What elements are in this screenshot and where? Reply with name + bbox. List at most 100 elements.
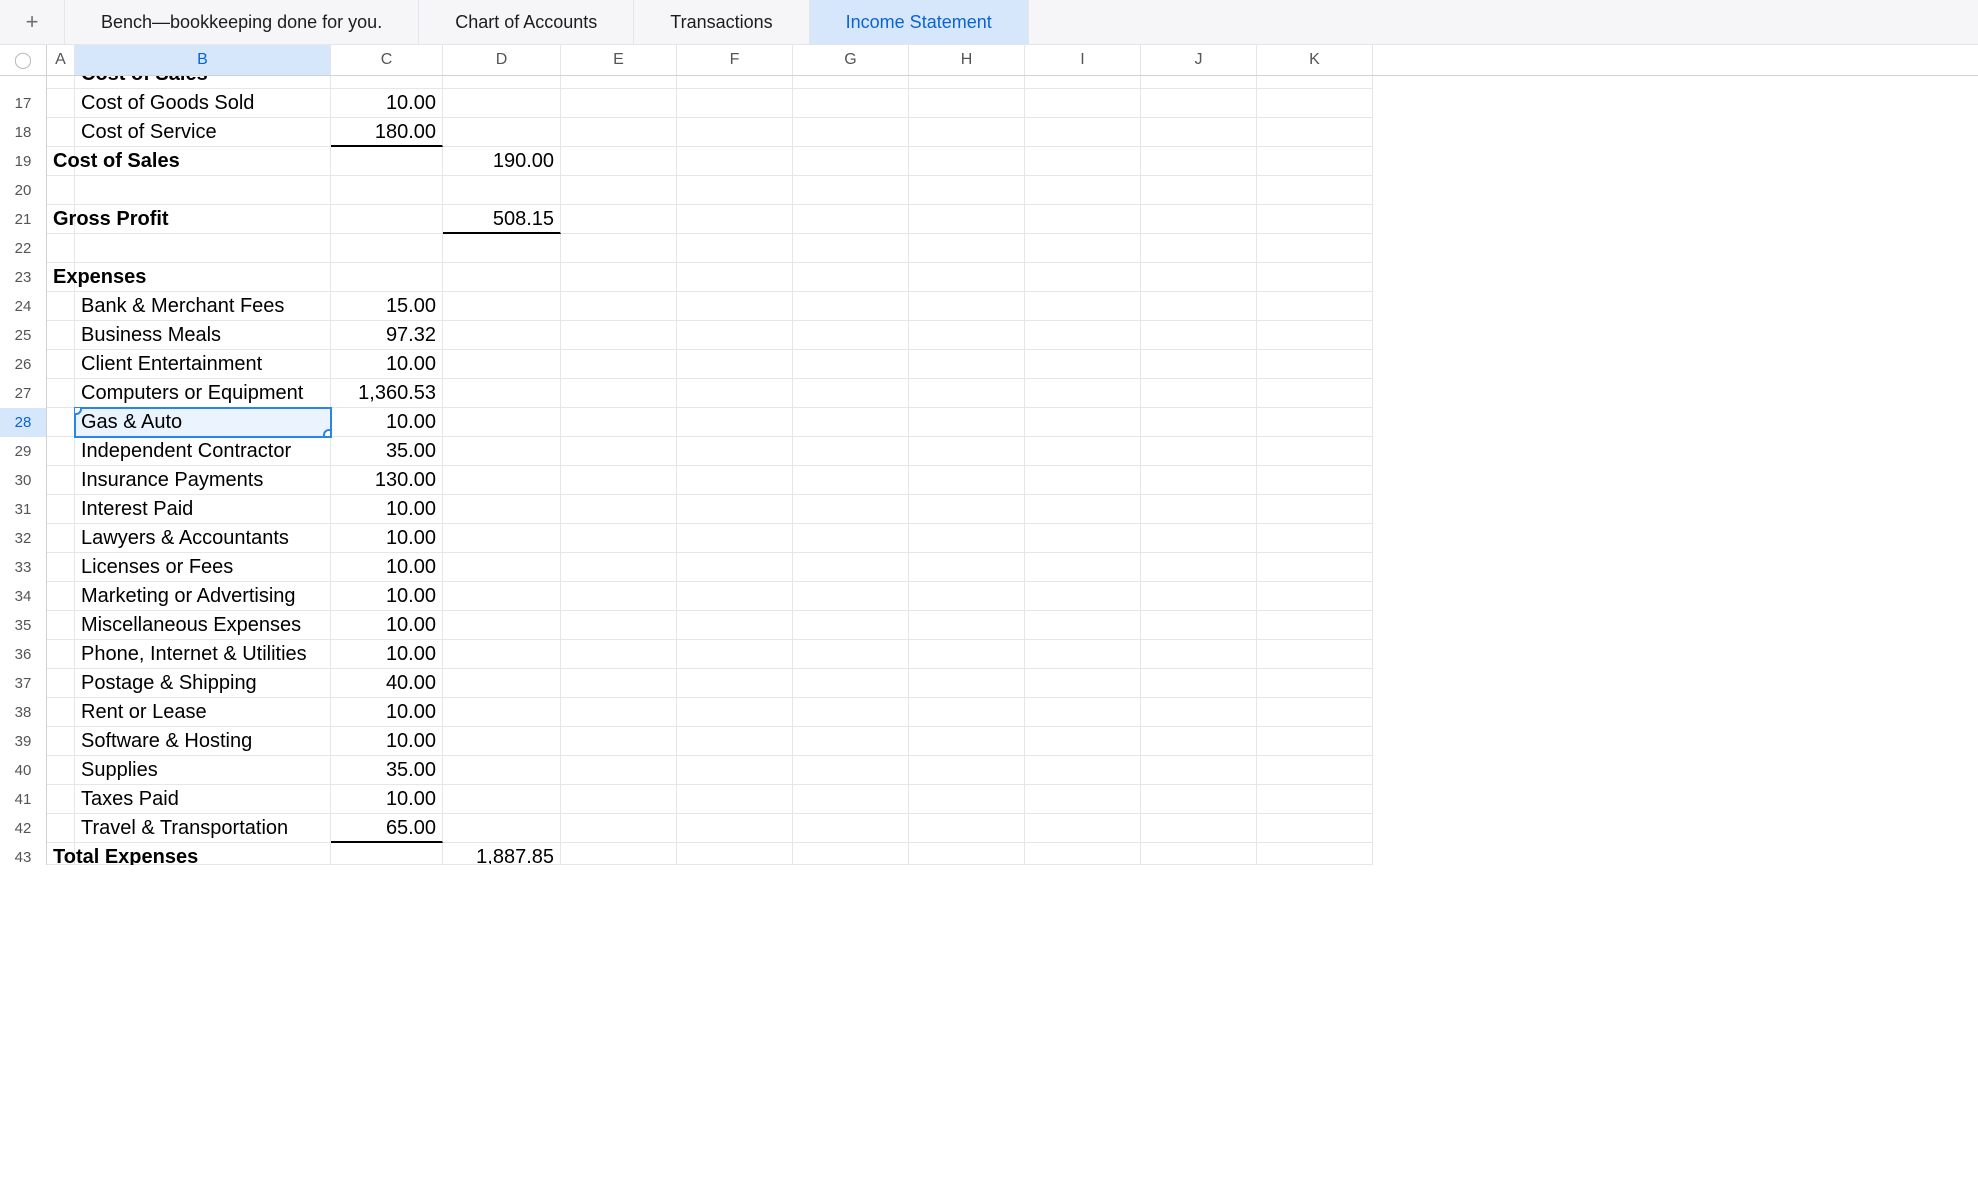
cell[interactable] <box>1141 76 1257 89</box>
cell[interactable] <box>677 205 793 234</box>
cell[interactable] <box>793 176 909 205</box>
cell[interactable] <box>677 756 793 785</box>
cell[interactable] <box>561 350 677 379</box>
cell[interactable] <box>47 408 75 437</box>
cell[interactable] <box>793 263 909 292</box>
cell[interactable] <box>443 76 561 89</box>
cell[interactable] <box>443 611 561 640</box>
cell[interactable] <box>1257 814 1373 843</box>
cell[interactable] <box>909 292 1025 321</box>
cell[interactable]: 190.00 <box>443 147 561 176</box>
cell[interactable] <box>677 553 793 582</box>
cell[interactable] <box>677 76 793 89</box>
table-row[interactable]: 23Expenses <box>0 263 1978 292</box>
cell[interactable] <box>1141 350 1257 379</box>
cell[interactable]: Taxes Paid <box>75 785 331 814</box>
cell[interactable]: Supplies <box>75 756 331 785</box>
row-header[interactable]: 41 <box>0 785 47 814</box>
cell[interactable] <box>793 379 909 408</box>
row-header[interactable]: 17 <box>0 89 47 118</box>
cell[interactable]: Bank & Merchant Fees <box>75 292 331 321</box>
cell[interactable] <box>443 118 561 147</box>
cell[interactable] <box>331 76 443 89</box>
cell[interactable]: Cost of Sales <box>47 147 331 176</box>
cell[interactable] <box>677 89 793 118</box>
cell[interactable] <box>909 669 1025 698</box>
cell[interactable]: Licenses or Fees <box>75 553 331 582</box>
row-header[interactable]: 25 <box>0 321 47 350</box>
row-header[interactable]: 22 <box>0 234 47 263</box>
cell[interactable] <box>1025 350 1141 379</box>
cell[interactable] <box>561 727 677 756</box>
cell[interactable] <box>561 611 677 640</box>
cell[interactable] <box>793 553 909 582</box>
cell[interactable] <box>1141 147 1257 176</box>
cell[interactable] <box>47 698 75 727</box>
row-header[interactable]: 31 <box>0 495 47 524</box>
table-row[interactable]: 26Client Entertainment10.00 <box>0 350 1978 379</box>
cell[interactable] <box>47 466 75 495</box>
cell[interactable] <box>1141 205 1257 234</box>
cell[interactable] <box>909 495 1025 524</box>
cell[interactable] <box>47 379 75 408</box>
cell[interactable] <box>793 321 909 350</box>
cell[interactable] <box>47 669 75 698</box>
cell[interactable] <box>1025 524 1141 553</box>
cell[interactable] <box>1141 611 1257 640</box>
cell[interactable] <box>793 756 909 785</box>
cell[interactable] <box>909 408 1025 437</box>
cell[interactable]: Interest Paid <box>75 495 331 524</box>
cell[interactable] <box>677 147 793 176</box>
cell[interactable] <box>1025 669 1141 698</box>
row-header[interactable]: 34 <box>0 582 47 611</box>
cell[interactable] <box>909 611 1025 640</box>
row-header[interactable]: 36 <box>0 640 47 669</box>
cell[interactable] <box>1025 785 1141 814</box>
cell[interactable] <box>443 379 561 408</box>
cell[interactable] <box>1025 234 1141 263</box>
table-row[interactable]: 25Business Meals97.32 <box>0 321 1978 350</box>
cell[interactable] <box>47 89 75 118</box>
cell[interactable]: 40.00 <box>331 669 443 698</box>
cell[interactable] <box>677 321 793 350</box>
cell[interactable] <box>1141 234 1257 263</box>
row-header[interactable]: 18 <box>0 118 47 147</box>
cell[interactable] <box>909 756 1025 785</box>
cell[interactable] <box>793 350 909 379</box>
cell[interactable]: 180.00 <box>331 118 443 147</box>
cell[interactable] <box>677 292 793 321</box>
cell[interactable] <box>909 76 1025 89</box>
cell[interactable] <box>793 466 909 495</box>
column-header-d[interactable]: D <box>443 45 561 75</box>
table-row[interactable]: 43Total Expenses1,887.85 <box>0 843 1978 865</box>
cell[interactable] <box>561 76 677 89</box>
cell[interactable] <box>1257 176 1373 205</box>
cell[interactable] <box>561 495 677 524</box>
cell[interactable] <box>1025 89 1141 118</box>
cell[interactable] <box>1141 292 1257 321</box>
cell[interactable] <box>793 727 909 756</box>
cell[interactable] <box>1025 466 1141 495</box>
cell[interactable] <box>793 524 909 553</box>
cell[interactable] <box>47 321 75 350</box>
cell[interactable] <box>75 176 331 205</box>
cell[interactable] <box>331 205 443 234</box>
cell[interactable]: Independent Contractor <box>75 437 331 466</box>
cell[interactable] <box>909 466 1025 495</box>
cell[interactable] <box>561 785 677 814</box>
cell[interactable] <box>1141 553 1257 582</box>
cell[interactable] <box>561 698 677 727</box>
cell[interactable] <box>443 89 561 118</box>
table-row[interactable]: 37Postage & Shipping40.00 <box>0 669 1978 698</box>
cell[interactable]: Rent or Lease <box>75 698 331 727</box>
cell[interactable] <box>793 669 909 698</box>
row-header[interactable]: 20 <box>0 176 47 205</box>
table-row[interactable]: 30Insurance Payments130.00 <box>0 466 1978 495</box>
column-header-c[interactable]: C <box>331 45 443 75</box>
row-header[interactable]: 33 <box>0 553 47 582</box>
cell[interactable] <box>1025 698 1141 727</box>
cell[interactable]: Lawyers & Accountants <box>75 524 331 553</box>
cell[interactable] <box>1257 495 1373 524</box>
cell[interactable] <box>561 437 677 466</box>
cell[interactable]: Miscellaneous Expenses <box>75 611 331 640</box>
